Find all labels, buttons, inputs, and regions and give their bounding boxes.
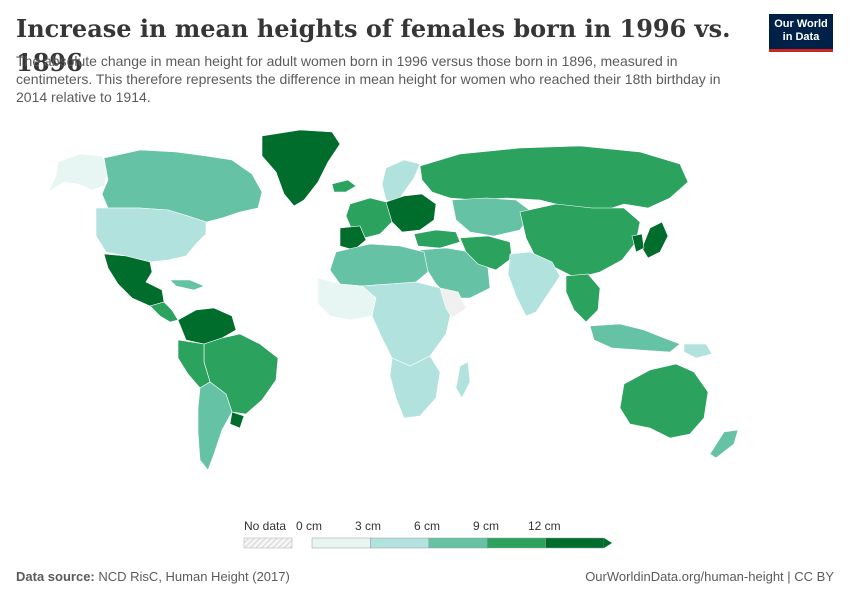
region-central-europe[interactable] [385,193,437,233]
logo-line-2: in Data [782,31,820,43]
legend-swatch[interactable] [311,537,371,549]
legend-no-data-swatch [243,537,293,549]
region-canada[interactable] [101,149,263,223]
legend-swatch[interactable] [428,537,488,549]
region-horn-of-africa[interactable] [439,287,467,319]
region-korea[interactable] [631,233,645,253]
region-indonesia[interactable] [589,323,681,353]
legend-arrow-tip [604,538,612,548]
region-middle-east[interactable] [419,247,491,299]
data-source-value[interactable]: NCD RisC, Human Height (2017) [98,569,290,584]
footer-link[interactable]: OurWorldinData.org/human-height | CC BY [585,569,834,584]
world-map [47,129,739,471]
region-alaska[interactable] [47,153,109,193]
legend-bin-label: 0 cm [296,519,323,533]
region-iberia[interactable] [339,225,367,251]
region-usa[interactable] [95,207,207,263]
region-russia[interactable] [419,145,689,213]
region-north-south-america[interactable] [177,307,237,345]
region-central-asia[interactable] [451,197,533,237]
data-source: Data source: NCD RisC, Human Height (201… [16,569,290,584]
region-southern-cone[interactable] [197,381,233,471]
legend-swatch[interactable] [486,537,546,549]
region-madagascar[interactable] [455,361,471,399]
owid-logo[interactable]: Our World in Data [769,14,833,52]
countries [47,129,739,471]
region-iran[interactable] [459,235,513,271]
chart-subtitle: The absolute change in mean height for a… [16,53,721,105]
region-southern-africa[interactable] [389,355,441,419]
region-india[interactable] [507,251,561,317]
region-mexico[interactable] [103,253,165,307]
legend-bin-label: 9 cm [473,519,500,533]
region-new-zealand[interactable] [709,429,739,459]
legend-bins [311,537,605,549]
chart-title: Increase in mean heights of females born… [16,14,731,77]
region-southeast-asia[interactable] [565,273,601,323]
legend-bin-label: 6 cm [414,519,441,533]
region-scandinavia[interactable] [381,159,421,205]
region-iceland[interactable] [331,179,357,193]
legend-swatch[interactable] [370,537,430,549]
legend-bin-label: 12 cm [528,519,561,533]
logo-line-1: Our World [774,18,828,30]
region-greenland[interactable] [261,129,341,207]
legend-bin-label: 3 cm [355,519,382,533]
region-caribbean[interactable] [169,279,205,291]
region-papua[interactable] [683,343,713,359]
legend-no-data-label: No data [244,519,287,533]
region-uruguay[interactable] [229,411,245,429]
data-source-label: Data source: [16,569,95,584]
legend-swatch[interactable] [545,537,605,549]
region-turkey[interactable] [413,229,461,249]
region-australia[interactable] [619,363,709,439]
